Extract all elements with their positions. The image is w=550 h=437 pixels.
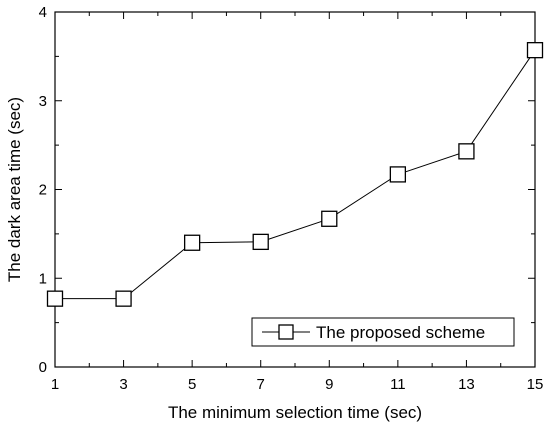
x-tick-label: 5 bbox=[188, 376, 196, 393]
legend-label: The proposed scheme bbox=[316, 323, 485, 342]
axis-ticks bbox=[54, 11, 536, 368]
y-axis-title: The dark area time (sec) bbox=[5, 97, 24, 282]
x-tick-label: 9 bbox=[325, 376, 333, 393]
data-point-marker bbox=[321, 210, 338, 227]
data-point-marker bbox=[389, 166, 407, 183]
y-tick-label: 2 bbox=[39, 182, 47, 199]
x-axis-title: The minimum selection time (sec) bbox=[168, 403, 422, 422]
y-tick-label: 0 bbox=[39, 359, 47, 376]
data-point-marker bbox=[526, 42, 544, 59]
x-tick-label: 1 bbox=[51, 376, 59, 393]
legend: The proposed scheme bbox=[251, 317, 515, 347]
data-point-marker bbox=[115, 290, 132, 307]
x-tick-label: 11 bbox=[390, 376, 406, 393]
x-tick-label: 15 bbox=[527, 376, 544, 393]
data-point-marker bbox=[252, 233, 269, 251]
y-tick-label: 4 bbox=[39, 4, 47, 21]
y-tick-label: 3 bbox=[39, 93, 47, 110]
x-tick-label: 3 bbox=[119, 376, 127, 393]
data-point-marker bbox=[46, 290, 64, 307]
plot-area-frame bbox=[54, 11, 536, 368]
legend-marker bbox=[278, 324, 294, 340]
series-line bbox=[55, 49, 536, 300]
y-tick-label: 1 bbox=[39, 270, 47, 287]
data-point-marker bbox=[183, 234, 201, 251]
x-tick-label: 13 bbox=[458, 376, 475, 393]
data-point-marker bbox=[458, 143, 475, 160]
x-tick-label: 7 bbox=[257, 376, 265, 393]
series-layer bbox=[46, 42, 544, 307]
